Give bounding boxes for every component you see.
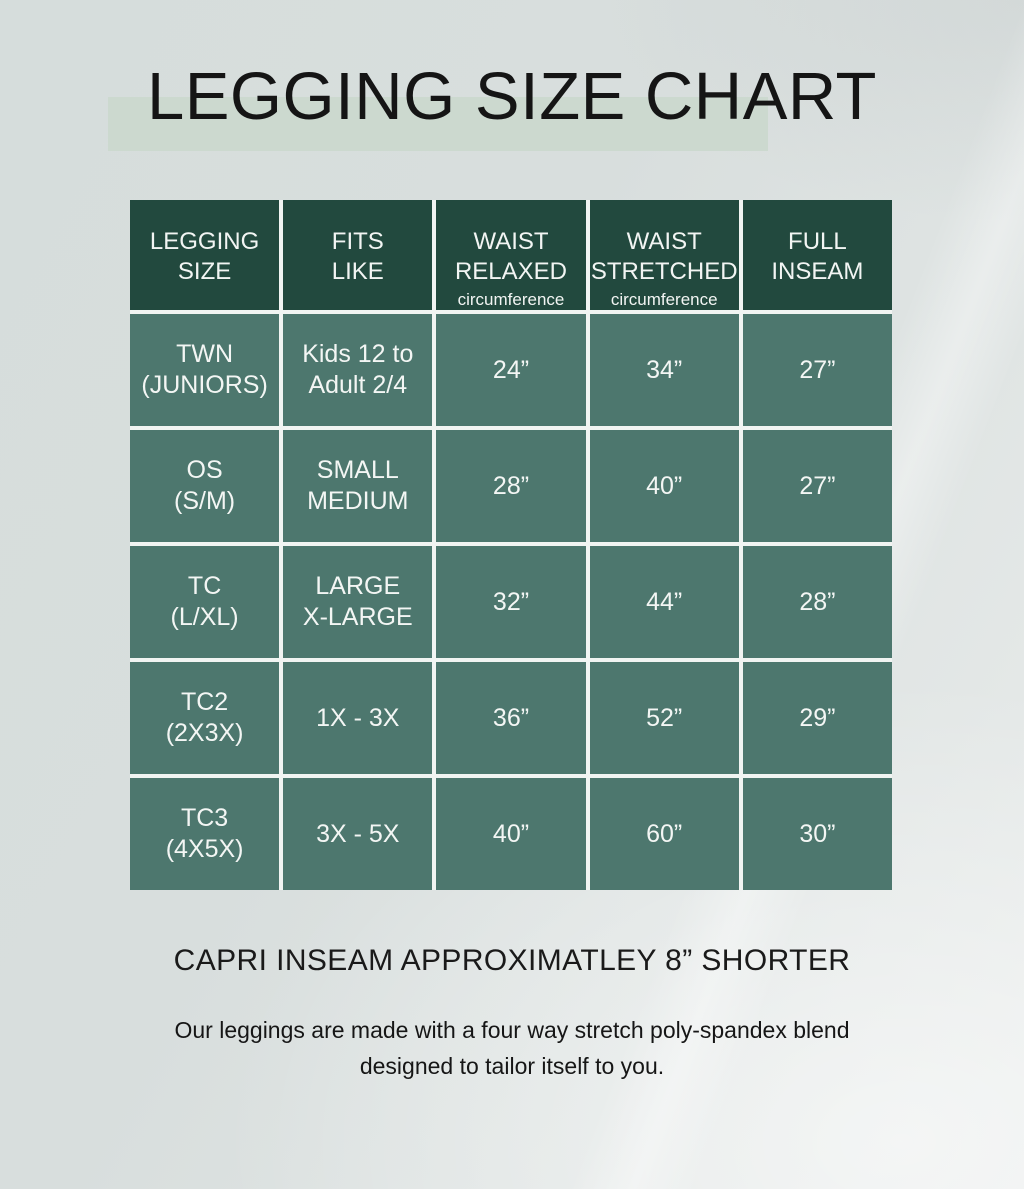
table-cell: TWN (JUNIORS) bbox=[130, 314, 280, 426]
capri-inseam-note: CAPRI INSEAM APPROXIMATLEY 8” SHORTER bbox=[173, 944, 851, 977]
column-header-label: FULL INSEAM bbox=[771, 228, 864, 285]
column-header-legging-size: LEGGING SIZE bbox=[130, 200, 280, 310]
table-cell: 29” bbox=[742, 662, 892, 774]
table-cell: 28” bbox=[742, 546, 892, 658]
table-cell: 40” bbox=[436, 778, 586, 890]
column-header-label: FITS LIKE bbox=[331, 228, 384, 285]
column-header-subtext: circumference bbox=[457, 290, 565, 309]
table-cell: 28” bbox=[436, 430, 586, 542]
table-cell: 40” bbox=[589, 430, 739, 542]
table-cell: 44” bbox=[589, 546, 739, 658]
fabric-blend-note: Our leggings are made with a four way st… bbox=[174, 1017, 850, 1079]
table-cell: Kids 12 to Adult 2/4 bbox=[283, 314, 433, 426]
column-header-subtext: circumference bbox=[610, 290, 718, 309]
column-header-label: WAIST RELAXED bbox=[454, 228, 568, 285]
size-table: LEGGING SIZE FITS LIKE WAIST RELAXED cir… bbox=[130, 200, 892, 890]
table-cell: 60” bbox=[589, 778, 739, 890]
table-cell: TC2 (2X3X) bbox=[130, 662, 280, 774]
table-cell: 27” bbox=[742, 314, 892, 426]
table-cell: 1X - 3X bbox=[283, 662, 433, 774]
column-header-waist-relaxed: WAIST RELAXED circumference bbox=[436, 200, 586, 310]
table-cell: 34” bbox=[589, 314, 739, 426]
table-cell: OS (S/M) bbox=[130, 430, 280, 542]
table-cell: SMALL MEDIUM bbox=[283, 430, 433, 542]
table-cell: 24” bbox=[436, 314, 586, 426]
page-title: LEGGING SIZE CHART bbox=[146, 59, 877, 134]
table-cell: LARGE X-LARGE bbox=[283, 546, 433, 658]
table-cell: TC3 (4X5X) bbox=[130, 778, 280, 890]
column-header-fits-like: FITS LIKE bbox=[283, 200, 433, 310]
table-cell: 36” bbox=[436, 662, 586, 774]
table-cell: TC (L/XL) bbox=[130, 546, 280, 658]
table-cell: 27” bbox=[742, 430, 892, 542]
table-cell: 30” bbox=[742, 778, 892, 890]
column-header-label: LEGGING SIZE bbox=[149, 228, 260, 285]
table-cell: 52” bbox=[589, 662, 739, 774]
title-highlight-band bbox=[108, 97, 768, 151]
table-cell: 3X - 5X bbox=[283, 778, 433, 890]
table-cell: 32” bbox=[436, 546, 586, 658]
column-header-waist-stretched: WAIST STRETCHED circumference bbox=[589, 200, 739, 310]
column-header-label: WAIST STRETCHED bbox=[590, 228, 738, 285]
column-header-full-inseam: FULL INSEAM bbox=[742, 200, 892, 310]
